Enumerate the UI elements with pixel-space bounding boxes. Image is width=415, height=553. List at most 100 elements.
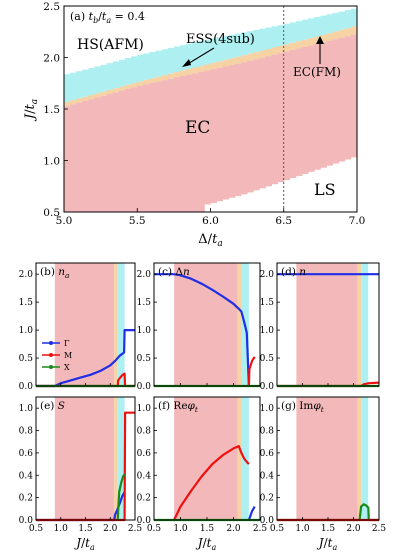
- x-tick-label: 1.5: [200, 524, 215, 534]
- ess-region-cell: [308, 18, 315, 39]
- y-tick-label: 0.4: [19, 471, 34, 481]
- ec-region-cell: [326, 40, 333, 166]
- y-tick-label: 2.0: [260, 270, 275, 280]
- ess-region-cell: [137, 54, 144, 82]
- x-tick-label: 6.0: [202, 215, 219, 227]
- panel-a-phase-diagram: 5.0 5.5 6.0 6.5 7.0 0.5 1.0 1.5 2.0 2.5 Δ/ta J/ta (a…: [23, 1, 365, 249]
- label-ls: LS: [314, 180, 336, 199]
- ess-region-cell: [326, 14, 333, 34]
- x-tick-label: 0.5: [147, 524, 162, 534]
- y-tick-label: 1.5: [260, 298, 275, 308]
- ecfm-region-cell: [247, 53, 254, 61]
- ec-region-cell: [155, 81, 163, 213]
- panel-b: 0.0 0.5 1.0 1.5 2.0 (b) na ΓMX: [19, 262, 136, 392]
- series-Γ-line: [36, 329, 135, 388]
- y-tick-label: 0.6: [260, 449, 275, 459]
- ess-region-cell: [314, 16, 321, 37]
- ec-region-cell: [125, 88, 132, 212]
- phase-band: [114, 397, 118, 520]
- y-tick-label: 0.2: [19, 494, 33, 504]
- panel-f: 0.5 1.0 1.5 2.0 2.5 0.0 0.2 0.4 0.6 0.8 1.0 (f) Reφ…: [137, 396, 268, 552]
- ecfm-region-cell: [241, 55, 248, 63]
- ecfm-region-cell: [314, 36, 321, 44]
- ecfm-region-cell: [271, 47, 279, 55]
- y-tick-label: 2.0: [43, 53, 60, 65]
- phase-band: [237, 397, 242, 520]
- ecfm-region-cell: [277, 45, 285, 54]
- ec-region-cell: [76, 102, 83, 212]
- y-tick-label: 0.8: [137, 427, 152, 437]
- ec-region-cell: [64, 106, 71, 212]
- x-tick-label: 5.0: [56, 215, 73, 227]
- ec-region-cell: [118, 90, 126, 212]
- series-X-line: [116, 473, 126, 521]
- x-tick-label: 1.0: [295, 524, 310, 534]
- ess-region-cell: [210, 38, 218, 63]
- y-tick-label: 2.0: [19, 270, 34, 280]
- ess-region-cell: [344, 10, 352, 29]
- ec-region-cell: [228, 65, 236, 198]
- ec-region-cell: [204, 70, 211, 205]
- ecfm-region-cell: [320, 35, 327, 43]
- ec-region-cell: [161, 80, 169, 212]
- ec-region-cell: [82, 100, 89, 212]
- panel-a-title: (a) tb/ta = 0.4: [70, 10, 145, 25]
- label-ec-fm: EC(FM): [293, 65, 341, 79]
- ecfm-region-cell: [259, 50, 266, 58]
- ec-region-cell: [302, 46, 309, 174]
- ec-region-cell: [271, 54, 279, 185]
- ess-region-cell: [106, 63, 114, 90]
- panel-d: 0.0 0.5 1.0 1.5 2.0 (d) n: [260, 262, 380, 392]
- ecfm-region-cell: [338, 29, 346, 38]
- ec-region-cell: [253, 59, 260, 191]
- ec-region-cell: [106, 94, 114, 212]
- panel-label: (b) na: [40, 266, 70, 280]
- ess-region-cell: [155, 50, 163, 77]
- ec-region-cell: [88, 99, 95, 212]
- series-Γ-line: [154, 273, 250, 387]
- phase-band: [114, 263, 118, 386]
- ess-region-cell: [125, 58, 132, 85]
- label-ec: EC: [185, 118, 210, 138]
- y-tick-label: 0.0: [260, 382, 275, 392]
- y-tick-label: 2.0: [137, 270, 152, 280]
- ec-region-cell: [198, 71, 205, 212]
- ecfm-region-cell: [204, 64, 211, 71]
- ec-region-cell: [179, 76, 187, 212]
- ess-region-cell: [277, 25, 285, 46]
- y-tick-label: 0.0: [137, 382, 152, 392]
- ess-region-cell: [228, 34, 236, 59]
- ecfm-region-cell: [131, 83, 138, 88]
- ecfm-region-cell: [64, 101, 71, 107]
- x-tick-label: 1.0: [54, 524, 69, 534]
- x-tick-label: 2.5: [372, 524, 387, 534]
- x-tick-label: 2.5: [253, 524, 268, 534]
- ess-region-cell: [259, 28, 266, 51]
- ess-region-cell: [271, 26, 279, 48]
- phase-band: [357, 263, 362, 386]
- phase-band: [361, 397, 369, 520]
- phase-band: [117, 397, 125, 520]
- y-tick-label: 1.5: [137, 298, 152, 308]
- panel-label: (e) S: [40, 400, 65, 412]
- x-axis-label: Δ/ta: [198, 232, 222, 249]
- ecfm-region-cell: [222, 59, 230, 67]
- ecfm-region-cell: [82, 96, 89, 101]
- ess-region-cell: [112, 61, 120, 89]
- ecfm-region-cell: [265, 49, 272, 57]
- y-tick-label: 0.6: [19, 449, 34, 459]
- x-axis-label: J/ta: [195, 536, 217, 552]
- ec-region-cell: [100, 95, 108, 212]
- ec-region-cell: [308, 45, 315, 172]
- ec-region-cell: [344, 36, 352, 160]
- y-tick-label: 0.0: [19, 516, 34, 526]
- panel-label: (g) Imφt: [281, 400, 325, 414]
- y-tick-label: 2.5: [43, 1, 60, 13]
- ess-region-cell: [320, 15, 327, 36]
- phase-band: [296, 397, 358, 520]
- x-tick-label: 5.5: [129, 215, 146, 227]
- phase-band: [237, 263, 242, 386]
- ess-region-cell: [76, 71, 83, 99]
- y-tick-label: 1.0: [19, 404, 34, 414]
- y-tick-label: 1.0: [260, 326, 275, 336]
